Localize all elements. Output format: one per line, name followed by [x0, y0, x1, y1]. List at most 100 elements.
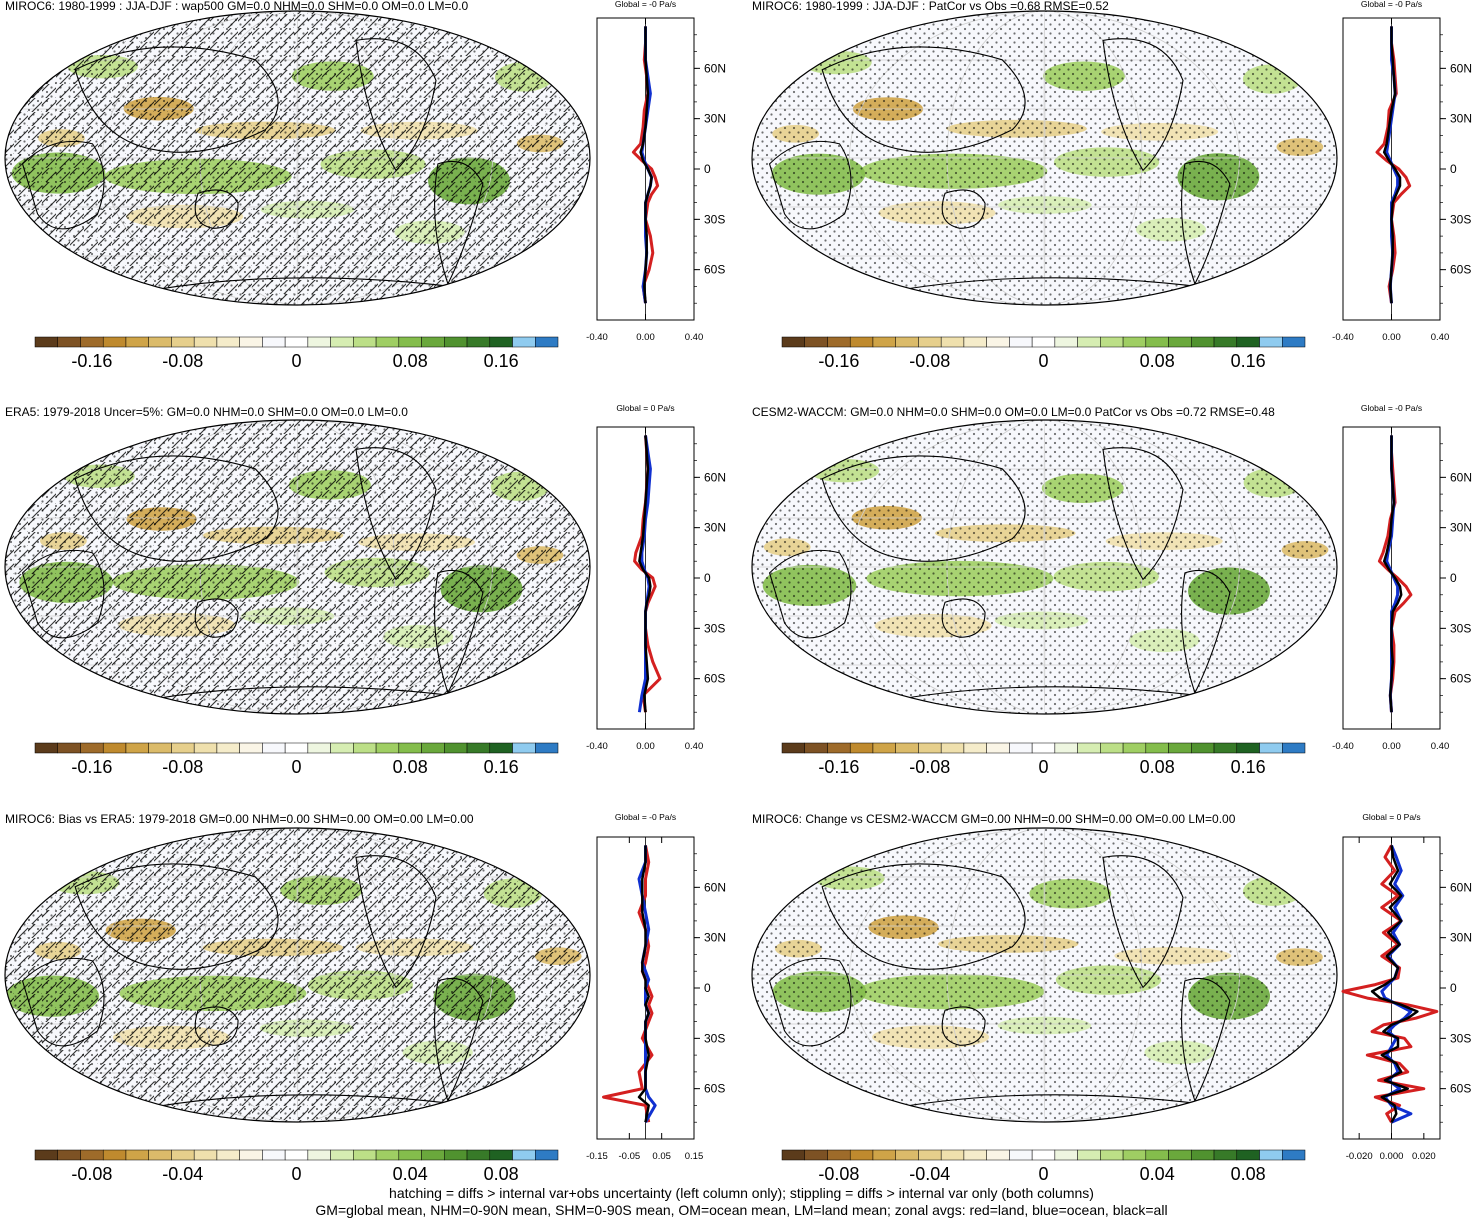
colorbar-box — [57, 336, 81, 348]
zonal-plot: Global = 0 Pa/s 60N 30N 0 30S 60S -0.40 0.00 0.4… — [586, 403, 726, 752]
colorbar-box — [1009, 336, 1033, 348]
zonal-xtick-label: 0.40 — [1431, 332, 1450, 343]
colorbar-box — [1145, 336, 1169, 348]
colorbar-box — [262, 1149, 286, 1161]
colorbar-tick-label: 0.08 — [393, 351, 428, 371]
zonal-ytick-label: 30S — [704, 1031, 725, 1045]
zonal-xtick-label: 0.40 — [685, 741, 704, 752]
colorbar-box — [872, 336, 896, 348]
colorbar-box — [353, 742, 377, 754]
colorbar-box — [239, 336, 263, 348]
colorbar-tick-label: 0 — [1038, 757, 1048, 777]
colorbar-box — [330, 1149, 354, 1161]
zonal-xtick-label: 0.15 — [685, 1151, 704, 1162]
map-field — [5, 420, 590, 714]
map-border — [4, 10, 591, 306]
map-border — [751, 419, 1338, 715]
zonal-xtick-label: -0.40 — [1332, 332, 1354, 343]
colorbar-box — [1122, 336, 1147, 348]
zonal-plot: Global = -0 Pa/s 60N 30N 0 30S 60S -0.15 -0.05 0… — [586, 812, 726, 1162]
zonal-xtick-label: 0.000 — [1380, 1151, 1404, 1162]
map-field — [752, 11, 1337, 305]
colorbar-box — [148, 742, 172, 754]
colorbar-box — [963, 336, 987, 348]
colorbar-box — [421, 336, 445, 348]
colorbar-tick-label: -0.08 — [71, 1164, 112, 1184]
zonal-ytick-label: 60N — [704, 470, 726, 484]
colorbar-box — [1009, 742, 1033, 754]
zonal-ytick-label: 60N — [704, 61, 726, 75]
colorbar-tick-label: 0.08 — [484, 1164, 519, 1184]
hatching — [5, 828, 590, 1122]
colorbar-box — [125, 742, 149, 754]
colorbar-box — [1009, 1149, 1033, 1161]
colorbar-box — [444, 742, 468, 754]
colorbar-box — [940, 742, 965, 754]
zonal-ytick-label: 60S — [1450, 672, 1471, 686]
panel-title: CESM2-WACCM: GM=0.0 NHM=0.0 SHM=0.0 OM=0… — [752, 405, 1275, 419]
zonal-ytick-label: 60S — [704, 1082, 725, 1096]
zonal-all-line — [637, 845, 650, 1123]
colorbar-tick-label: -0.08 — [162, 351, 203, 371]
zonal-title: Global = -0 Pa/s — [1361, 403, 1422, 413]
zonal-plot: Global = -0 Pa/s 60N 30N 0 30S 60S -0.40 0.00 0.… — [586, 0, 726, 343]
map-field — [752, 828, 1337, 1122]
colorbar-box — [1282, 742, 1306, 754]
colorbar-box — [1100, 1149, 1124, 1161]
colorbar-box — [1031, 1149, 1056, 1161]
stippling — [752, 828, 1337, 1122]
map-field — [5, 828, 590, 1122]
colorbar-box — [512, 742, 536, 754]
colorbar-box — [1145, 1149, 1169, 1161]
zonal-xtick-label: 0.020 — [1412, 1151, 1436, 1162]
colorbar-box — [375, 742, 400, 754]
panel-2: MIROC6: 1980-1999 : JJA-DJF : PatCor vs … — [751, 0, 1472, 371]
footer-line-2: GM=global mean, NHM=0-90N mean, SHM=0-90… — [315, 1202, 1168, 1218]
colorbar-box — [1191, 336, 1215, 348]
colorbar-box — [1259, 742, 1283, 754]
colorbar-box — [1077, 742, 1101, 754]
zonal-title: Global = 0 Pa/s — [616, 403, 674, 413]
colorbar-box — [986, 336, 1010, 348]
colorbar-box — [193, 1149, 218, 1161]
zonal-xtick-label: -0.15 — [586, 1151, 608, 1162]
colorbar-box — [1054, 742, 1078, 754]
colorbar: -0.08 -0.04 0 0.04 0.08 — [34, 1149, 559, 1184]
colorbar-box — [1282, 336, 1306, 348]
colorbar-box — [466, 336, 491, 348]
colorbar-box — [307, 742, 331, 754]
stippling — [752, 420, 1337, 714]
zonal-all-line — [1370, 845, 1419, 1123]
zonal-ytick-label: 0 — [704, 162, 711, 176]
zonal-ytick-label: 60N — [1450, 470, 1472, 484]
colorbar-tick-label: 0 — [1038, 1164, 1048, 1184]
colorbar-box — [1191, 1149, 1215, 1161]
colorbar-box — [398, 336, 422, 348]
colorbar-box — [284, 336, 309, 348]
colorbar-box — [1236, 742, 1260, 754]
colorbar-box — [872, 742, 896, 754]
colorbar-box — [918, 742, 942, 754]
zonal-all-line — [638, 435, 652, 713]
stippling — [752, 11, 1337, 305]
colorbar-box — [804, 1149, 828, 1161]
colorbar-box — [827, 336, 851, 348]
panel-title: MIROC6: 1980-1999 : JJA-DJF : PatCor vs … — [752, 0, 1109, 13]
panel-title: MIROC6: 1980-1999 : JJA-DJF : wap500 GM=… — [5, 0, 469, 13]
colorbar-box — [398, 742, 422, 754]
colorbar-box — [57, 1149, 81, 1161]
colorbar-box — [353, 1149, 377, 1161]
colorbar-box — [80, 742, 104, 754]
zonal-plot: Global = -0 Pa/s 60N 30N 0 30S 60S -0.40 0.00 0.… — [1332, 0, 1472, 343]
colorbar-box — [398, 1149, 422, 1161]
panel-3: ERA5: 1979-2018 Uncer=5%: GM=0.0 NHM=0.0… — [4, 403, 726, 777]
zonal-ytick-label: 60N — [1450, 880, 1472, 894]
colorbar-box — [1054, 336, 1078, 348]
colorbar-box — [34, 336, 58, 348]
zonal-ytick-label: 30N — [704, 112, 726, 126]
colorbar-box — [466, 742, 491, 754]
colorbar-box — [421, 1149, 445, 1161]
colorbar-box — [57, 742, 81, 754]
colorbar-box — [262, 742, 286, 754]
